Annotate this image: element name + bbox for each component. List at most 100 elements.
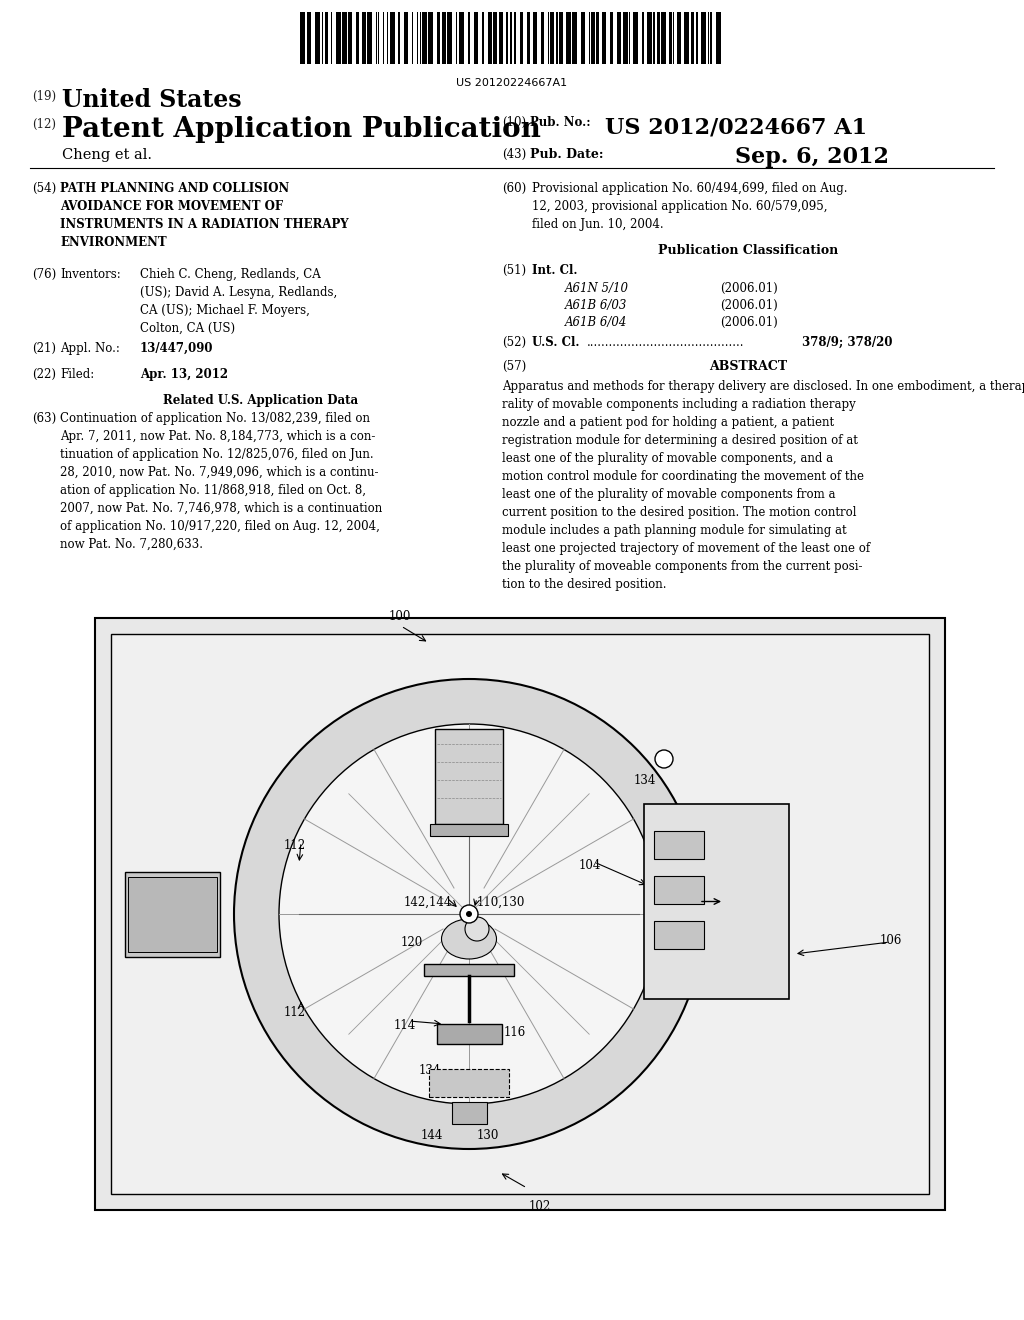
- Bar: [452, 1102, 486, 1125]
- Text: 108: 108: [441, 966, 463, 979]
- Bar: [111, 634, 929, 1195]
- Text: 112: 112: [284, 840, 306, 851]
- Bar: [572, 12, 577, 63]
- Bar: [367, 12, 372, 63]
- Text: (60): (60): [502, 182, 526, 195]
- Bar: [591, 12, 595, 63]
- Text: Apr. 13, 2012: Apr. 13, 2012: [140, 368, 228, 381]
- Bar: [435, 729, 503, 824]
- Bar: [300, 12, 305, 63]
- Text: 134: 134: [419, 1064, 441, 1077]
- Text: 114: 114: [394, 1019, 416, 1032]
- Bar: [550, 12, 554, 63]
- Bar: [684, 12, 689, 63]
- Text: 100: 100: [389, 610, 412, 623]
- Text: 134: 134: [457, 774, 479, 787]
- Text: (2006.01): (2006.01): [720, 282, 778, 294]
- Text: (51): (51): [502, 264, 526, 277]
- Bar: [556, 12, 558, 63]
- Bar: [362, 12, 366, 63]
- Bar: [488, 12, 492, 63]
- Text: 116: 116: [504, 1026, 526, 1039]
- Circle shape: [466, 911, 472, 917]
- Bar: [468, 12, 470, 63]
- Text: 144: 144: [421, 1129, 443, 1142]
- Text: (12): (12): [32, 117, 56, 131]
- Text: A61N 5/10: A61N 5/10: [565, 282, 629, 294]
- Text: Filed:: Filed:: [60, 368, 94, 381]
- Circle shape: [655, 750, 673, 768]
- Bar: [520, 12, 523, 63]
- Bar: [95, 618, 945, 1210]
- Bar: [348, 12, 352, 63]
- Bar: [566, 12, 571, 63]
- Bar: [581, 12, 585, 63]
- Bar: [510, 12, 512, 63]
- Text: 112: 112: [284, 1006, 306, 1019]
- Text: PATH PLANNING AND COLLISION
AVOIDANCE FOR MOVEMENT OF
INSTRUMENTS IN A RADIATION: PATH PLANNING AND COLLISION AVOIDANCE FO…: [60, 182, 348, 249]
- Bar: [436, 1024, 502, 1044]
- Text: A61B 6/04: A61B 6/04: [565, 315, 628, 329]
- Bar: [534, 12, 537, 63]
- Text: (22): (22): [32, 368, 56, 381]
- Circle shape: [234, 678, 705, 1148]
- Text: 110,130: 110,130: [477, 896, 525, 909]
- Text: US 20120224667A1: US 20120224667A1: [457, 78, 567, 88]
- Text: (57): (57): [502, 360, 526, 374]
- Bar: [633, 12, 638, 63]
- Bar: [701, 12, 706, 63]
- Bar: [422, 12, 427, 63]
- Text: (52): (52): [502, 337, 526, 348]
- Text: 106: 106: [880, 935, 902, 946]
- Text: 134: 134: [634, 774, 656, 787]
- Text: Apparatus and methods for therapy delivery are disclosed. In one embodiment, a t: Apparatus and methods for therapy delive…: [502, 380, 1024, 591]
- Bar: [447, 12, 452, 63]
- Text: (2006.01): (2006.01): [720, 315, 778, 329]
- Text: Continuation of application No. 13/082,239, filed on
Apr. 7, 2011, now Pat. No. : Continuation of application No. 13/082,2…: [60, 412, 382, 550]
- Bar: [642, 12, 644, 63]
- Bar: [325, 12, 328, 63]
- Text: (76): (76): [32, 268, 56, 281]
- Bar: [356, 12, 359, 63]
- Bar: [654, 921, 705, 949]
- Text: 13/447,090: 13/447,090: [140, 342, 213, 355]
- Text: Cheng et al.: Cheng et al.: [62, 148, 152, 162]
- Bar: [437, 12, 440, 63]
- Text: 134: 134: [135, 921, 158, 935]
- Bar: [442, 12, 446, 63]
- Bar: [342, 12, 347, 63]
- Bar: [390, 12, 395, 63]
- Text: US 2012/0224667 A1: US 2012/0224667 A1: [605, 116, 867, 139]
- Text: 142,144: 142,144: [404, 896, 453, 909]
- Bar: [710, 12, 712, 63]
- Text: 140: 140: [656, 842, 678, 855]
- Text: Chieh C. Cheng, Redlands, CA
(US); David A. Lesyna, Redlands,
CA (US); Michael F: Chieh C. Cheng, Redlands, CA (US); David…: [140, 268, 337, 335]
- Text: (21): (21): [32, 342, 56, 355]
- Text: ABSTRACT: ABSTRACT: [709, 360, 787, 374]
- Bar: [125, 871, 220, 957]
- Text: U.S. Cl.: U.S. Cl.: [532, 337, 580, 348]
- Bar: [514, 12, 516, 63]
- Text: (10): (10): [502, 116, 526, 129]
- Bar: [647, 12, 652, 63]
- Text: Publication Classification: Publication Classification: [657, 244, 838, 257]
- Bar: [596, 12, 599, 63]
- Text: Pub. No.:: Pub. No.:: [530, 116, 591, 129]
- Bar: [653, 12, 655, 63]
- Text: 378/9; 378/20: 378/9; 378/20: [802, 337, 893, 348]
- Bar: [506, 12, 508, 63]
- Circle shape: [279, 723, 659, 1104]
- Text: 102: 102: [529, 1200, 551, 1213]
- Bar: [662, 12, 666, 63]
- Text: Patent Application Publication: Patent Application Publication: [62, 116, 541, 143]
- Text: 104: 104: [579, 859, 601, 873]
- Bar: [336, 12, 341, 63]
- Bar: [128, 876, 217, 952]
- Bar: [696, 12, 698, 63]
- Bar: [677, 12, 681, 63]
- Bar: [669, 12, 672, 63]
- Bar: [644, 804, 790, 999]
- Text: A61B 6/03: A61B 6/03: [565, 300, 628, 312]
- Bar: [527, 12, 530, 63]
- Bar: [398, 12, 400, 63]
